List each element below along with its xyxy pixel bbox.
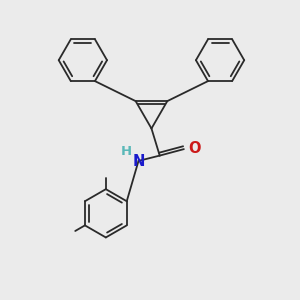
Text: H: H xyxy=(121,145,132,158)
Text: O: O xyxy=(188,141,200,156)
Text: N: N xyxy=(133,154,145,169)
